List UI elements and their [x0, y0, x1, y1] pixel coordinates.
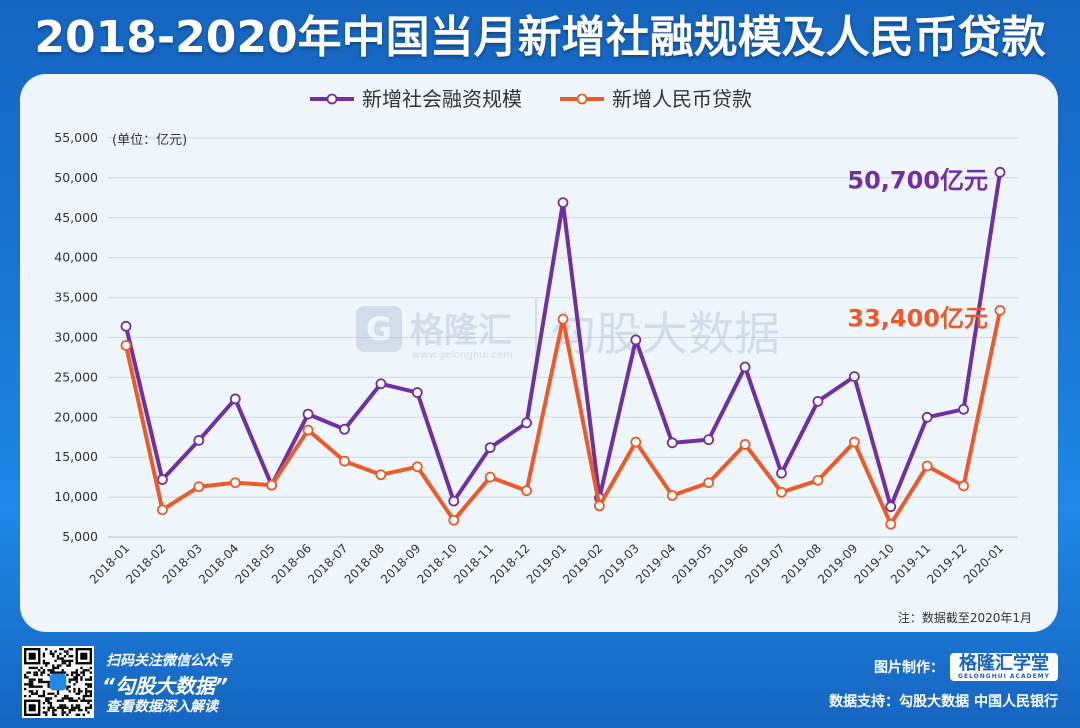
watermark: G 格隆汇 www.gelonghui.com 勾股大数据	[356, 298, 780, 361]
data-point	[994, 304, 1006, 316]
x-axis-ticks: 2018-012018-022018-032018-042018-052018-…	[87, 541, 1006, 586]
legend-item: 新增社会融资规模	[310, 87, 522, 111]
legend-label: 新增人民币贷款	[612, 87, 752, 111]
data-point	[703, 434, 715, 446]
data-point	[339, 455, 350, 467]
data-point	[812, 474, 824, 486]
watermark-logo-icon	[356, 306, 402, 352]
data-point	[739, 361, 751, 373]
data-point	[557, 313, 569, 325]
y-tick-label: 40,000	[54, 250, 98, 265]
data-point	[120, 320, 132, 332]
data-point	[375, 378, 387, 390]
y-tick-label: 20,000	[54, 409, 98, 424]
data-point	[812, 395, 824, 407]
data-point	[739, 439, 751, 450]
data-point	[921, 411, 933, 423]
source-label: 数据支持：	[829, 694, 900, 710]
y-tick-label: 15,000	[54, 449, 98, 464]
watermark-brand: 格隆汇	[410, 311, 512, 351]
wechat-account-name: “勾股大数据”	[102, 674, 228, 698]
data-point	[594, 500, 605, 512]
data-point	[193, 481, 205, 493]
data-point	[885, 518, 897, 530]
data-point	[994, 166, 1006, 178]
data-point	[958, 480, 969, 492]
data-point	[302, 408, 314, 420]
data-point	[448, 514, 460, 526]
legend-label: 新增社会融资规模	[362, 87, 522, 111]
academy-logo-sub: GELONGHUI ACADEMY	[958, 673, 1050, 680]
made-by-row: 图片制作： 格隆汇学堂 GELONGHUI ACADEMY	[874, 653, 1058, 681]
watermark-logo-glyph: G	[366, 310, 392, 348]
y-tick-label: 50,000	[54, 170, 98, 185]
x-tick-label: 2020-01	[961, 541, 1006, 586]
source-names: 勾股大数据 中国人民银行	[899, 694, 1058, 710]
data-point	[484, 442, 496, 454]
y-axis-ticks: 5,000 10,000 15,000 20,000 25,000 30,000 35,00…	[54, 130, 98, 544]
y-tick-label: 45,000	[54, 210, 98, 225]
data-point	[666, 490, 678, 501]
data-point	[703, 477, 715, 489]
data-point	[776, 467, 787, 479]
qr-section: 扫码关注微信公众号 “勾股大数据” 查看数据深入解读	[22, 646, 282, 718]
y-tick-label: 35,000	[54, 290, 98, 305]
data-point	[229, 477, 241, 489]
view-prompt: 查看数据深入解读	[106, 699, 218, 715]
data-point	[848, 371, 860, 383]
series-rmb-loans	[120, 304, 1006, 530]
academy-logo-text: 格隆汇学堂	[959, 653, 1049, 674]
data-point	[375, 469, 387, 481]
data-point	[557, 197, 569, 209]
data-point	[666, 437, 678, 449]
data-point	[958, 403, 969, 415]
y-tick-label: 25,000	[54, 369, 98, 384]
data-point	[266, 479, 278, 491]
data-point	[521, 417, 532, 429]
data-point	[848, 436, 860, 448]
data-point	[339, 423, 350, 435]
data-point	[157, 474, 168, 485]
y-tick-label: 30,000	[54, 330, 98, 345]
value-annotation: 50,700亿元	[847, 166, 988, 194]
data-point	[630, 334, 642, 346]
legend-marker-icon	[576, 93, 588, 105]
data-point	[302, 424, 314, 436]
data-point	[193, 435, 205, 446]
y-tick-label: 5,000	[62, 529, 98, 544]
made-by-label: 图片制作：	[874, 660, 945, 676]
y-tick-label: 10,000	[54, 489, 98, 504]
qr-code-icon	[24, 648, 92, 716]
data-source-row: 数据支持：勾股大数据 中国人民银行	[829, 690, 1058, 714]
legend-item: 新增人民币贷款	[560, 87, 752, 111]
watermark-site: www.gelonghui.com	[412, 350, 513, 361]
data-point	[229, 393, 241, 405]
legend-marker-icon	[326, 93, 338, 105]
value-annotation: 33,400亿元	[847, 304, 988, 332]
academy-logo: 格隆汇学堂 GELONGHUI ACADEMY	[950, 653, 1058, 681]
unit-label: (单位：亿元)	[112, 133, 187, 148]
data-point	[157, 504, 168, 516]
line-chart: 5,000 10,000 15,000 20,000 25,000 30,000 35,00…	[54, 87, 1032, 625]
data-point	[484, 471, 496, 483]
watermark-slogan: 勾股大数据	[550, 307, 780, 361]
scan-prompt: 扫码关注微信公众号	[106, 653, 232, 669]
y-tick-label: 55,000	[54, 130, 98, 145]
page-title: 2018-2020年中国当月新增社融规模及人民币贷款	[34, 12, 1046, 63]
data-point	[776, 486, 787, 498]
qr-code[interactable]	[22, 646, 94, 718]
legend: 新增社会融资规模 新增人民币贷款	[310, 87, 752, 111]
source-note: 注：数据截至2020年1月	[898, 610, 1032, 625]
data-point	[521, 485, 532, 497]
data-point	[411, 461, 423, 473]
data-point	[630, 436, 642, 448]
data-point	[411, 387, 423, 398]
data-point	[921, 460, 933, 472]
data-point	[120, 340, 132, 351]
data-point	[885, 501, 897, 513]
series-lines	[120, 166, 1006, 530]
data-point	[448, 495, 460, 507]
annotations: 50,700亿元 33,400亿元	[847, 166, 988, 332]
